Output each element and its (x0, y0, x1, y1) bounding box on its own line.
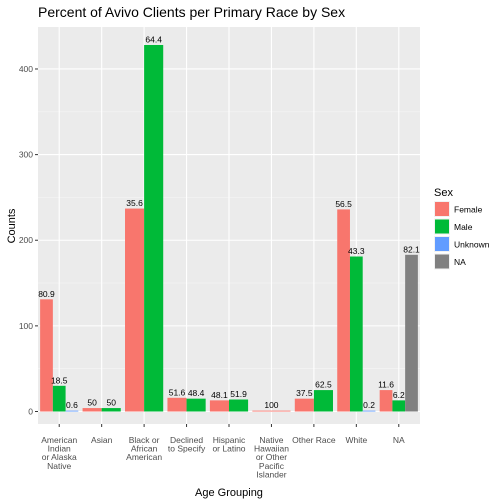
x-axis-title: Age Grouping (195, 487, 263, 499)
legend-title: Sex (434, 187, 453, 199)
x-tick-label: Declined to Specify (168, 435, 206, 454)
bar-na-8 (405, 254, 418, 412)
data-label-female-3: 51.6 (169, 387, 186, 397)
bar-male-8 (392, 400, 406, 412)
data-label-male-1: 50 (106, 398, 116, 408)
bar-female-7 (337, 209, 350, 412)
y-axis-ticks: 0 100 200 300 400 (19, 64, 38, 417)
bar-female-0 (40, 299, 53, 412)
x-tick-label: Other Race (292, 435, 336, 445)
bar-female-4 (209, 400, 229, 412)
bar-female-8 (379, 390, 393, 412)
x-tick-label: Black or African American (126, 435, 162, 462)
bar-female-2 (125, 208, 145, 412)
data-label-male-2: 64.4 (145, 35, 162, 45)
data-label-female-7: 56.5 (335, 199, 352, 209)
x-tick-label: Asian (91, 435, 113, 445)
data-label-female-6: 37.5 (296, 388, 313, 398)
x-axis-ticks: American Indian or Alaska Native Asian Black … (41, 424, 405, 479)
x-tick-label: American Indian or Alaska Native (41, 435, 77, 471)
legend-key-na (435, 254, 449, 269)
bar-unknown-0 (65, 410, 79, 412)
bar-male-2 (144, 45, 164, 412)
data-label-male-8: 6.2 (393, 390, 405, 400)
bar-female-5 (252, 410, 291, 412)
y-axis-title: Counts (6, 208, 18, 243)
x-tick-label: NA (393, 435, 405, 445)
grid-major (38, 27, 420, 424)
legend-key-female (435, 202, 449, 216)
data-label-female-2: 35.6 (126, 198, 143, 208)
bar-male-6 (313, 390, 333, 412)
bar-female-3 (167, 397, 187, 412)
bar-male-7 (349, 256, 363, 412)
bar-female-6 (294, 398, 314, 412)
legend-label-na: NA (454, 257, 466, 267)
bar-male-3 (186, 398, 206, 412)
data-label-male-7: 43.3 (348, 246, 365, 256)
x-tick-label: Hispanic or Latino (212, 435, 246, 454)
data-label-female-0: 80.9 (38, 289, 55, 299)
y-tick-label: 200 (19, 235, 33, 245)
x-tick-label: White (345, 435, 367, 445)
data-label-unknown-0: 0.6 (66, 400, 78, 410)
data-label-female-8: 11.6 (378, 380, 394, 390)
data-label-male-4: 51.9 (230, 389, 247, 399)
y-tick-label: 400 (19, 64, 33, 74)
y-tick-label: 300 (19, 150, 33, 160)
bars (40, 45, 418, 412)
legend-label-female: Female (454, 205, 483, 215)
chart-title: Percent of Avivo Clients per Primary Rac… (38, 4, 345, 20)
data-label-female-5: 100 (264, 400, 278, 410)
legend: Sex Female Male Unknown NA (434, 187, 490, 270)
legend-key-male (435, 219, 449, 234)
data-label-na-8: 82.1 (403, 244, 420, 254)
legend-label-male: Male (454, 222, 473, 232)
x-tick-label: Native Hawaiian or Other Pacific Islander (254, 435, 289, 479)
bar-male-1 (101, 408, 121, 412)
data-label-unknown-7: 0.2 (363, 400, 375, 410)
data-label-male-6: 62.5 (315, 380, 332, 390)
bar-unknown-7 (362, 410, 376, 412)
bar-male-4 (229, 399, 249, 412)
data-label-male-0: 18.5 (51, 375, 68, 385)
data-labels: 80.9 18.5 0.6 50 50 35.6 64.4 51.6 48.4 48.1 51.9 1… (38, 35, 420, 411)
data-label-female-4: 48.1 (211, 390, 228, 400)
data-label-male-3: 48.4 (188, 388, 205, 398)
y-tick-label: 0 (28, 407, 33, 417)
y-tick-label: 100 (19, 321, 33, 331)
data-label-female-1: 50 (87, 398, 97, 408)
bar-female-1 (82, 408, 102, 412)
bar-male-0 (52, 385, 66, 412)
legend-label-unknown: Unknown (454, 240, 490, 250)
legend-key-unknown (435, 237, 449, 251)
